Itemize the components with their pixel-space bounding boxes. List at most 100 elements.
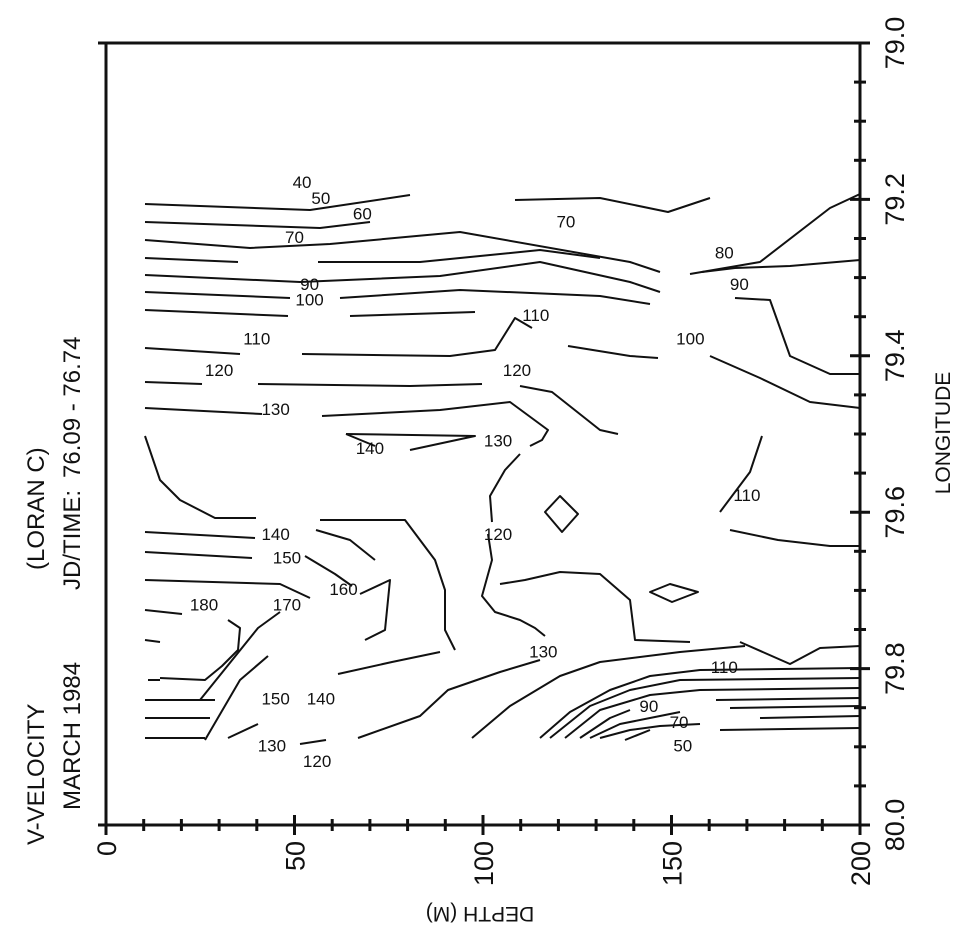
contour-line xyxy=(719,727,861,731)
contour-line xyxy=(759,715,861,719)
y-tick-label: 80.0 xyxy=(880,799,910,852)
contour-label: 70 xyxy=(285,228,304,247)
y-tick-label: 79.8 xyxy=(880,642,910,695)
y-tick-label: 79.2 xyxy=(880,173,910,226)
contour-label: 140 xyxy=(307,689,335,708)
contour-line xyxy=(729,529,860,547)
contour-label: 50 xyxy=(311,189,330,208)
contour-label: 70 xyxy=(556,212,575,231)
contour-line xyxy=(489,453,521,523)
y-tick-labels: 80.0 79.8 79.6 79.4 79.2 79.0 xyxy=(880,17,910,852)
contour-line xyxy=(567,345,659,359)
contour-label: 100 xyxy=(676,330,704,349)
contour-line xyxy=(729,705,861,709)
contour-line xyxy=(599,723,701,739)
x-tick-label: 100 xyxy=(469,841,499,886)
contour-line xyxy=(579,709,631,739)
contour-label: 120 xyxy=(303,752,331,771)
contour-line xyxy=(624,729,651,741)
contour-line xyxy=(689,193,861,275)
contour-label: 130 xyxy=(261,400,289,419)
contour-label: 110 xyxy=(522,306,549,325)
contour-line xyxy=(144,381,203,385)
contour-line xyxy=(318,249,601,263)
chart-title-line2: MARCH 1984 xyxy=(59,662,86,810)
contour-line xyxy=(539,667,861,739)
contour-line xyxy=(471,645,746,739)
x-tick-label: 0 xyxy=(92,841,122,856)
contour-line xyxy=(199,611,281,701)
contour-label: 90 xyxy=(639,697,658,716)
contour-line xyxy=(144,261,661,293)
contour-line xyxy=(337,651,441,675)
contour-line xyxy=(144,579,311,599)
contour-line xyxy=(701,259,861,273)
contour-line xyxy=(301,317,533,357)
contour-line xyxy=(345,433,376,447)
contour-label: 130 xyxy=(529,642,557,661)
contour-line xyxy=(320,519,456,651)
contour-line xyxy=(519,385,619,435)
contour-line xyxy=(649,583,699,603)
contour-line xyxy=(144,291,291,299)
y-tick-label: 79.4 xyxy=(880,330,910,383)
contour-line xyxy=(321,401,549,447)
contour-line xyxy=(144,221,371,229)
x-tick-label: 50 xyxy=(281,841,311,871)
contour-line xyxy=(227,723,259,739)
contour-line xyxy=(589,711,681,739)
contour-line xyxy=(345,433,476,451)
contour-line xyxy=(144,609,183,615)
contour-line xyxy=(257,383,483,387)
contour-label: 180 xyxy=(190,596,218,615)
time-range: 76.09 - 76.74 xyxy=(59,337,86,478)
contour-line xyxy=(499,571,691,643)
contour-line xyxy=(204,655,269,741)
contour-label: 150 xyxy=(273,549,301,568)
x-tick-label: 150 xyxy=(658,841,688,886)
contour-label: 90 xyxy=(300,275,319,294)
time-label: JD/TIME: xyxy=(59,490,86,590)
chart-title-line1: V-VELOCITY xyxy=(23,704,50,845)
contour-line xyxy=(144,347,241,355)
contour-line xyxy=(144,551,253,559)
source-label: (LORAN C) xyxy=(23,447,50,570)
contour-line xyxy=(144,309,289,317)
contour-line xyxy=(734,297,860,375)
contour-line xyxy=(339,289,651,305)
contour-label: 40 xyxy=(293,173,312,192)
contour-line xyxy=(299,739,327,745)
contour-label: 120 xyxy=(205,361,233,380)
contour-label: 140 xyxy=(261,525,289,544)
contour-line xyxy=(357,659,541,739)
contour-line xyxy=(315,529,376,561)
contour-label: 120 xyxy=(484,525,512,544)
contour-label: 110 xyxy=(243,330,270,349)
y-tick-label: 79.0 xyxy=(880,17,910,70)
contour-label: 110 xyxy=(733,486,760,505)
contour-label: 170 xyxy=(273,596,301,615)
x-axis-title: DEPTH (M) xyxy=(426,902,535,925)
contour-label: 110 xyxy=(711,658,738,677)
contour-label: 50 xyxy=(673,736,692,755)
contour-label: 60 xyxy=(353,205,372,224)
contour-label: 90 xyxy=(730,275,749,294)
contour-line xyxy=(144,194,411,211)
contour-line xyxy=(144,531,256,539)
contour-line xyxy=(359,579,391,641)
contour-label: 120 xyxy=(503,361,531,380)
contour-line xyxy=(564,687,861,739)
contour-label: 150 xyxy=(261,689,289,708)
contour-line xyxy=(144,435,256,519)
contour-lines xyxy=(144,193,861,745)
contour-line xyxy=(304,555,353,587)
contour-line xyxy=(709,355,861,409)
contour-line xyxy=(144,639,161,643)
contour-line xyxy=(514,197,711,213)
contour-line xyxy=(544,495,579,533)
contour-line xyxy=(349,311,476,317)
contour-line xyxy=(159,619,241,681)
contour-label: 130 xyxy=(258,736,286,755)
